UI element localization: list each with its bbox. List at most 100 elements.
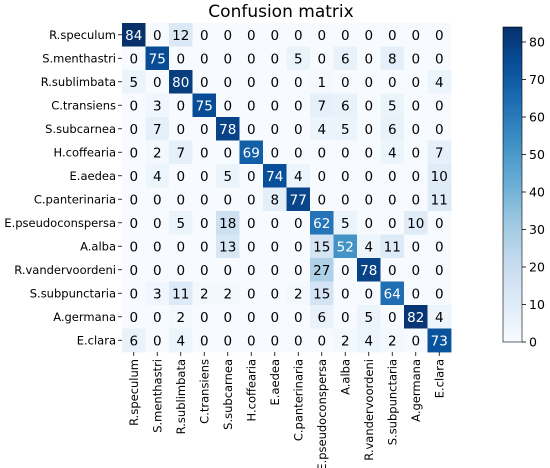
heatmap-cell (357, 70, 381, 94)
cell-value: 0 (364, 51, 373, 67)
heatmap-cell (380, 93, 405, 118)
cell-value: 0 (270, 263, 279, 279)
cell-value: 5 (341, 122, 350, 138)
cell-value: 0 (153, 333, 162, 349)
cell-value: 0 (294, 145, 303, 161)
heatmap-cell (380, 187, 405, 212)
heatmap-cell (145, 117, 170, 141)
heatmap-cell (427, 46, 452, 71)
heatmap-cell (122, 23, 146, 47)
cell-value: 0 (270, 145, 279, 161)
column-tick-label: E.pseudoconspersa (315, 359, 329, 468)
cell-value: 0 (129, 145, 138, 161)
heatmap-cell (169, 70, 193, 94)
cell-value: 0 (294, 75, 303, 91)
row-tick-label: S.menthastri (42, 51, 116, 65)
column-tick-label: C.transiens (197, 359, 211, 424)
heatmap-cell (427, 328, 452, 353)
heatmap-cell (357, 328, 381, 353)
cell-value: 0 (223, 51, 232, 67)
cell-value: 0 (317, 333, 326, 349)
heatmap-cell (192, 328, 217, 353)
cell-value: 8 (270, 192, 279, 208)
cell-value: 0 (176, 239, 185, 255)
heatmap-cell (333, 187, 358, 212)
column-tick-label: E.aedea (268, 359, 282, 405)
cell-value: 0 (364, 75, 373, 91)
cell-value: 0 (270, 216, 279, 232)
cell-value: 8 (388, 51, 397, 67)
heatmap-cell (122, 305, 146, 329)
heatmap-cell (239, 234, 264, 259)
cell-value: 0 (247, 51, 256, 67)
cell-value: 7 (317, 98, 326, 114)
cell-value: 0 (294, 239, 303, 255)
column-tick-label: S.subcarnea (221, 359, 235, 430)
cell-value: 0 (294, 122, 303, 138)
cell-value: 0 (411, 192, 420, 208)
heatmap-cell (333, 234, 358, 259)
cell-value: 0 (270, 239, 279, 255)
heatmap-cell (145, 234, 170, 259)
cell-value: 0 (411, 239, 420, 255)
cell-value: 15 (313, 286, 330, 302)
row-tick-label: S.subcarnea (45, 122, 116, 136)
heatmap-cell (239, 93, 264, 118)
cell-value: 0 (270, 310, 279, 326)
cell-value: 0 (364, 145, 373, 161)
cell-value: 0 (317, 192, 326, 208)
cell-value: 0 (176, 122, 185, 138)
heatmap-cell (122, 187, 146, 212)
heatmap-cell (169, 328, 193, 353)
cell-value: 5 (129, 75, 138, 91)
cell-value: 0 (223, 75, 232, 91)
cell-value: 0 (247, 28, 256, 44)
cell-value: 5 (364, 310, 373, 326)
heatmap-cell (122, 117, 146, 141)
cell-value: 0 (411, 51, 420, 67)
heatmap-cell (357, 93, 381, 118)
heatmap-cell (310, 328, 334, 353)
heatmap-cell (216, 93, 240, 118)
heatmap-cell (216, 234, 240, 259)
cell-value: 0 (176, 51, 185, 67)
cell-value: 0 (294, 263, 303, 279)
colorbar-gradient (502, 26, 523, 343)
cell-value: 0 (317, 51, 326, 67)
cell-value: 0 (364, 216, 373, 232)
heatmap-cell (286, 164, 311, 188)
heatmap-cells: 84 0 12 0 0 0 0 0 0 0 0 0 0 00 75 0 0 0 0 0 5 0 6 0 8 0 05 0 80 0 0 0 0 0… (122, 23, 452, 353)
cell-value: 0 (317, 145, 326, 161)
heatmap-cell (404, 281, 428, 306)
cell-value: 0 (223, 28, 232, 44)
heatmap-cell (357, 305, 381, 329)
heatmap-cell (122, 164, 146, 188)
heatmap-cell (169, 23, 193, 47)
cell-value: 11 (431, 192, 448, 208)
cell-value: 0 (294, 28, 303, 44)
heatmap-cell (404, 211, 428, 235)
cell-value: 4 (364, 239, 373, 255)
colorbar-tick-label: 30 (529, 222, 545, 237)
heatmap-cell (333, 281, 358, 306)
cell-value: 0 (247, 75, 256, 91)
heatmap-cell (216, 140, 240, 165)
heatmap-cell (404, 305, 428, 329)
cell-value: 0 (176, 263, 185, 279)
heatmap-cell (145, 140, 170, 165)
row-tick-label: A.alba (80, 239, 116, 253)
row-tick-labels: R.speculum S.menthastri R.sublimbata C.tran… (4, 28, 122, 347)
cell-value: 0 (176, 192, 185, 208)
heatmap-cell (263, 234, 287, 259)
heatmap-cell (404, 23, 428, 47)
cell-value: 0 (411, 28, 420, 44)
cell-value: 0 (341, 145, 350, 161)
heatmap-cell (357, 281, 381, 306)
heatmap-cell (216, 164, 240, 188)
cell-value: 0 (388, 310, 397, 326)
heatmap-cell (122, 234, 146, 259)
colorbar-tick-label: 50 (529, 147, 545, 162)
heatmap-cell (404, 70, 428, 94)
column-tick-label: S.menthastri (150, 359, 164, 433)
cell-value: 13 (219, 239, 236, 255)
